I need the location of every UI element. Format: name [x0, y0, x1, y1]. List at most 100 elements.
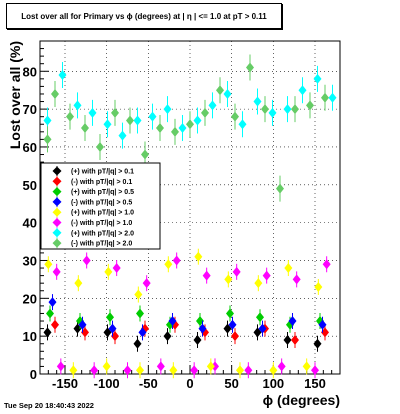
x-tick-label: -150	[52, 376, 78, 391]
data-point	[206, 361, 215, 372]
axes: -150 -100 -50 0 50 100 150 0 10 20 30 40 50 60 70 80	[23, 40, 341, 391]
data-point	[193, 334, 202, 345]
data-point	[292, 274, 301, 285]
y-tick-label: 60	[23, 140, 37, 155]
data-point	[43, 327, 52, 338]
y-axis-title: Lost over all (%)	[7, 41, 23, 149]
data-point	[311, 365, 319, 376]
data-point	[194, 251, 203, 262]
data-point	[190, 365, 199, 376]
legend-entry: (+) with pT/|q| > 0.1	[71, 169, 134, 176]
y-tick-label: 70	[23, 102, 37, 117]
data-point	[172, 255, 181, 266]
legend-entry: (+) with pT/|q| > 0.5	[71, 189, 134, 196]
data-point	[138, 327, 147, 338]
data-point	[178, 123, 187, 134]
data-point	[73, 100, 82, 111]
data-point	[302, 361, 311, 372]
y-tick-label: 20	[23, 291, 37, 306]
data-point	[163, 331, 172, 342]
data-point	[58, 70, 67, 81]
x-tick-label: 100	[262, 376, 284, 391]
data-point	[102, 361, 111, 372]
data-point	[74, 278, 83, 289]
data-point	[283, 334, 292, 345]
data-point	[246, 62, 254, 73]
series-4	[44, 248, 323, 303]
data-point	[202, 270, 211, 281]
data-point	[193, 115, 202, 126]
data-point	[236, 365, 244, 376]
data-point	[283, 104, 292, 115]
data-point	[103, 327, 112, 338]
x-tick-label: 50	[224, 376, 238, 391]
data-point	[201, 107, 209, 118]
data-point	[82, 255, 91, 266]
legend-box	[40, 162, 161, 250]
y-tick-label: 50	[23, 178, 37, 193]
data-point	[231, 331, 239, 342]
x-tick-label: -100	[94, 376, 120, 391]
data-point	[156, 361, 165, 372]
data-point	[126, 115, 134, 126]
data-point	[321, 92, 329, 103]
data-point	[142, 278, 151, 289]
data-point	[169, 365, 178, 376]
x-tick-label: -50	[139, 376, 158, 391]
data-point	[232, 266, 241, 277]
data-point	[269, 365, 278, 376]
data-point	[226, 308, 234, 319]
data-point	[313, 338, 322, 349]
data-point	[44, 259, 53, 270]
data-point	[276, 183, 284, 194]
data-point	[238, 119, 247, 130]
y-tick-label: 10	[23, 329, 37, 344]
data-points	[43, 54, 337, 379]
chart-title: Lost over all for Primary vs ϕ (degrees)…	[21, 12, 267, 21]
data-point	[66, 111, 74, 122]
data-point	[52, 266, 61, 277]
series-9	[69, 358, 311, 379]
data-point	[291, 334, 299, 345]
data-point	[118, 130, 127, 141]
data-point	[88, 107, 97, 118]
series-3	[48, 294, 327, 341]
data-point	[69, 365, 78, 376]
data-point	[314, 281, 323, 292]
data-point	[81, 123, 89, 134]
data-point	[291, 104, 299, 115]
data-point	[106, 312, 114, 323]
data-point	[133, 338, 142, 349]
data-point	[133, 115, 142, 126]
data-point	[46, 308, 54, 319]
data-point	[262, 270, 271, 281]
data-point	[51, 88, 59, 99]
series-8	[56, 358, 319, 379]
data-point	[306, 100, 314, 111]
legend-entry: (-) with pT/|q| > 0.5	[71, 199, 132, 206]
data-point	[318, 319, 327, 330]
data-point	[112, 263, 121, 274]
data-point	[134, 289, 143, 300]
data-point	[171, 126, 179, 137]
data-point	[123, 365, 132, 376]
legend-entry: (+) with pT/|q| > 2.0	[71, 230, 134, 237]
data-point	[56, 361, 65, 372]
data-point	[261, 104, 269, 115]
data-point	[198, 323, 207, 334]
legend-entry: (-) with pT/|q| > 2.0	[71, 241, 132, 248]
data-point	[48, 297, 57, 308]
data-point	[253, 96, 262, 107]
x-tick-label: 150	[304, 376, 326, 391]
data-point	[103, 119, 112, 130]
data-point	[322, 259, 331, 270]
data-point	[111, 107, 119, 118]
data-point	[254, 278, 263, 289]
y-tick-label: 0	[30, 367, 37, 382]
legend: (+) with pT/|q| > 0.1 (-) with pT/|q| > 0…	[40, 162, 161, 250]
data-point	[156, 123, 164, 134]
y-tick-label: 80	[23, 64, 37, 79]
data-point	[284, 263, 293, 274]
data-point	[328, 92, 337, 103]
data-point	[104, 266, 113, 277]
